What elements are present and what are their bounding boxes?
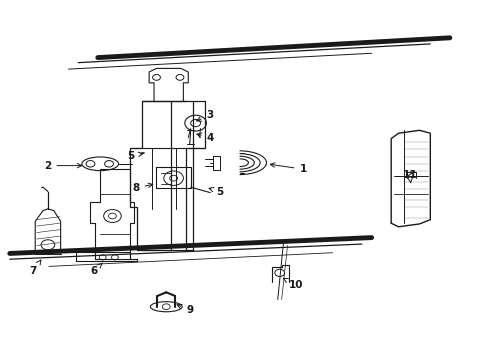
Text: 2: 2 <box>44 161 81 171</box>
Text: 4: 4 <box>197 132 214 143</box>
Text: 11: 11 <box>402 170 416 183</box>
Text: 8: 8 <box>132 183 152 193</box>
Text: 9: 9 <box>177 305 193 315</box>
Text: 3: 3 <box>196 110 213 121</box>
Text: 5: 5 <box>209 186 223 197</box>
Text: 5: 5 <box>127 150 142 161</box>
Text: 10: 10 <box>283 278 303 290</box>
Text: 1: 1 <box>270 163 306 174</box>
Text: 7: 7 <box>29 260 41 276</box>
Text: 6: 6 <box>90 263 102 276</box>
